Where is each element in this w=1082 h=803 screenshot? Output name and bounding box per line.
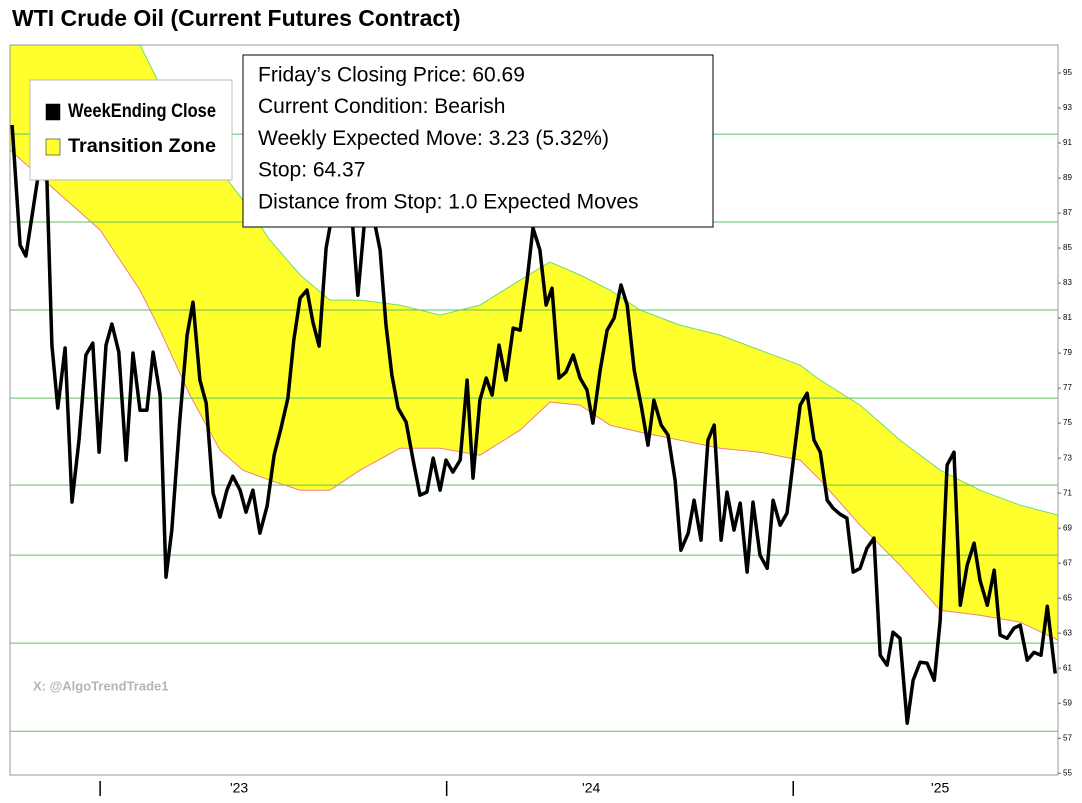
band-lower-edge: [10, 149, 1058, 641]
y-tick-label: 59: [1063, 698, 1072, 707]
y-tick-label: 87: [1063, 208, 1072, 217]
y-tick-label: 75: [1063, 418, 1072, 427]
annotation-text: Current Condition: Bearish: [258, 95, 505, 118]
annotation-box: [242, 54, 714, 228]
plot-area: [10, 45, 1058, 732]
annotation-text: Stop: 64.37: [258, 159, 365, 182]
y-tick-label: 69: [1063, 523, 1072, 532]
y-tick-label: 55: [1063, 768, 1072, 777]
y-tick-label: 95: [1063, 68, 1072, 77]
plot-frame: [9, 44, 1059, 776]
legend-label: Transition Zone: [68, 136, 216, 157]
y-tick-label: 79: [1063, 348, 1072, 357]
annotation-text: Friday’s Closing Price: 60.69: [258, 64, 525, 87]
chart-title: WTI Crude Oil (Current Futures Contract): [12, 5, 461, 31]
x-tick-label: '24: [582, 780, 600, 796]
legend-label: WeekEnding Close: [68, 101, 216, 122]
y-tick-label: 57: [1063, 733, 1072, 742]
y-tick-label: 93: [1063, 103, 1072, 112]
x-tick-label: '23: [230, 780, 248, 796]
y-tick-label: 67: [1063, 558, 1072, 567]
y-tick-label: 83: [1063, 278, 1072, 287]
y-tick-label: 85: [1063, 243, 1072, 252]
legend-box: [29, 79, 233, 181]
y-tick-label: 73: [1063, 453, 1072, 462]
legend-swatch: [45, 103, 61, 121]
annotation-text: Distance from Stop: 1.0 Expected Moves: [258, 190, 639, 213]
y-tick-label: 77: [1063, 383, 1072, 392]
watermark: X: @AlgoTrendTrade1: [33, 678, 168, 693]
overlay: WeekEnding Close Transition Zone Friday’s …: [29, 54, 714, 228]
y-tick-label: 65: [1063, 593, 1072, 602]
y-tick-label: 63: [1063, 628, 1072, 637]
transition-zone: [10, 45, 1058, 641]
close-line: [10, 124, 1057, 725]
y-tick-label: 61: [1063, 663, 1072, 672]
y-tick-label: 89: [1063, 173, 1072, 182]
y-tick-label: 71: [1063, 488, 1072, 497]
legend-swatch: [45, 138, 61, 156]
y-tick-label: 91: [1063, 138, 1072, 147]
x-tick-label: '25: [931, 780, 949, 796]
annotation-text: Weekly Expected Move: 3.23 (5.32%): [258, 127, 609, 150]
y-tick-label: 81: [1063, 313, 1072, 322]
